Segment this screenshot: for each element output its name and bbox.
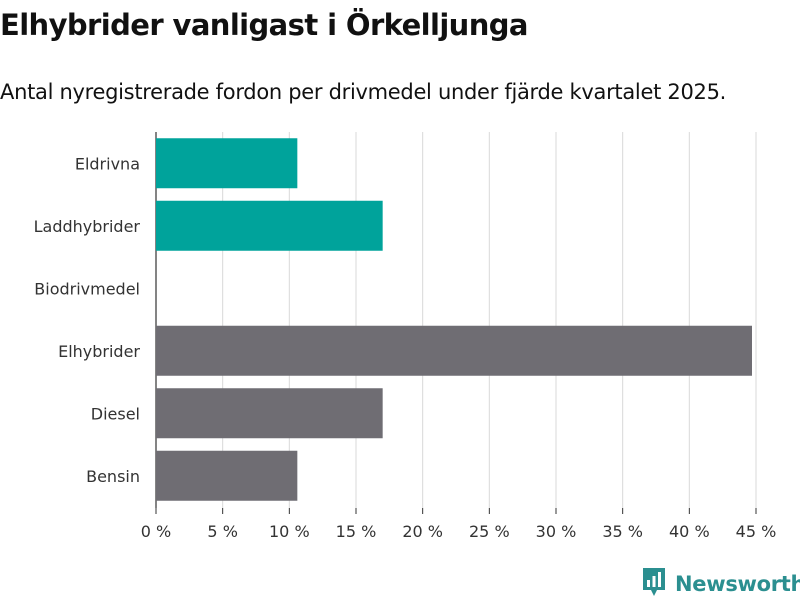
bar-diesel	[156, 388, 383, 439]
category-label: Laddhybrider	[34, 217, 141, 236]
x-tick-label: 0 %	[141, 522, 171, 541]
bars	[156, 138, 752, 501]
x-tick-label: 5 %	[207, 522, 237, 541]
category-label: Bensin	[86, 467, 140, 486]
x-axis: 0 % 5 % 10 % 15 % 20 % 25 % 30 % 35 % 40 % 45 %	[141, 508, 777, 541]
newsworthy-brand: Newsworthy	[642, 568, 800, 600]
category-label: Diesel	[91, 404, 140, 423]
bar-eldrivna	[156, 138, 298, 189]
chart-title: Elhybrider vanligast i Örkelljunga	[0, 8, 528, 42]
grid-lines	[155, 132, 757, 508]
bar-bensin	[156, 450, 298, 501]
bar-laddhybrider	[156, 200, 383, 251]
x-tick-label: 30 %	[536, 522, 577, 541]
x-tick-label: 20 %	[402, 522, 443, 541]
category-label: Biodrivmedel	[34, 279, 140, 298]
x-tick-label: 45 %	[736, 522, 777, 541]
x-tick-label: 10 %	[269, 522, 310, 541]
bar-elhybrider	[156, 325, 752, 376]
x-tick-label: 40 %	[669, 522, 710, 541]
category-label: Elhybrider	[58, 342, 140, 361]
newsworthy-logo-icon	[642, 567, 666, 601]
bar-chart: Eldrivna Laddhybrider Biodrivmedel Elhybrid…	[34, 132, 777, 541]
x-tick-label: 35 %	[602, 522, 643, 541]
x-tick-label: 15 %	[336, 522, 377, 541]
category-label: Eldrivna	[75, 154, 140, 173]
chart-subtitle: Antal nyregistrerade fordon per drivmede…	[0, 80, 727, 104]
category-labels: Eldrivna Laddhybrider Biodrivmedel Elhybrid…	[34, 154, 141, 486]
x-tick-label: 25 %	[469, 522, 510, 541]
brand-name: Newsworthy	[675, 572, 800, 596]
